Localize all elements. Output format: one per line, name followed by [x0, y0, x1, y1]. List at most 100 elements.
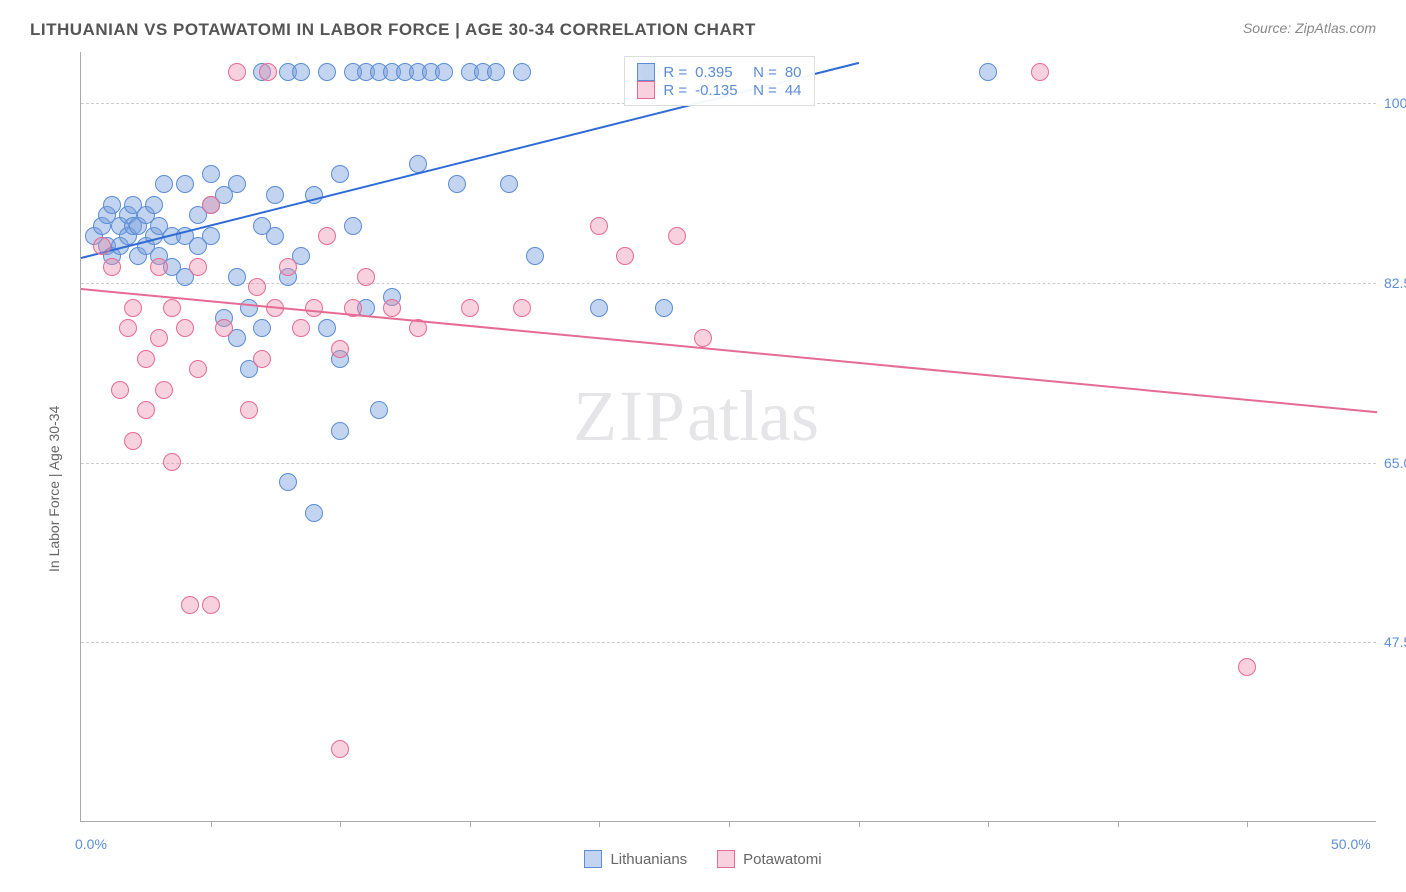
scatter-point	[137, 401, 155, 419]
scatter-point	[176, 319, 194, 337]
scatter-point	[176, 175, 194, 193]
scatter-point	[145, 196, 163, 214]
scatter-point	[331, 165, 349, 183]
scatter-point	[124, 299, 142, 317]
gridline	[81, 642, 1376, 643]
scatter-point	[370, 401, 388, 419]
scatter-point	[155, 381, 173, 399]
legend-n-label: N =	[753, 82, 777, 99]
scatter-point	[150, 258, 168, 276]
x-tick	[340, 821, 341, 827]
scatter-point	[305, 299, 323, 317]
x-max-label: 50.0%	[1331, 836, 1371, 852]
legend-swatch-icon	[637, 63, 655, 81]
scatter-point	[202, 196, 220, 214]
x-tick	[1118, 821, 1119, 827]
scatter-point	[103, 258, 121, 276]
scatter-point	[331, 340, 349, 358]
scatter-point	[383, 299, 401, 317]
scatter-point	[240, 299, 258, 317]
legend-item-potawatomi: Potawatomi	[717, 850, 821, 868]
scatter-point	[500, 175, 518, 193]
scatter-point	[253, 319, 271, 337]
scatter-point	[448, 175, 466, 193]
scatter-point	[253, 350, 271, 368]
series-legend: Lithuanians Potawatomi	[30, 850, 1376, 868]
scatter-point	[668, 227, 686, 245]
scatter-point	[215, 319, 233, 337]
x-tick	[211, 821, 212, 827]
scatter-point	[111, 381, 129, 399]
scatter-point	[513, 63, 531, 81]
legend-r-value: 0.395	[695, 64, 745, 81]
scatter-point	[163, 453, 181, 471]
correlation-legend-row: R =0.395N =80	[637, 63, 801, 81]
legend-r-value: -0.135	[695, 82, 745, 99]
scatter-point	[487, 63, 505, 81]
scatter-point	[344, 217, 362, 235]
scatter-point	[590, 217, 608, 235]
scatter-point	[189, 258, 207, 276]
legend-swatch-icon	[717, 850, 735, 868]
legend-n-label: N =	[753, 64, 777, 81]
watermark-atlas: atlas	[687, 376, 819, 456]
scatter-point	[279, 258, 297, 276]
trend-line	[81, 288, 1377, 413]
x-tick	[599, 821, 600, 827]
scatter-point	[240, 401, 258, 419]
scatter-point	[979, 63, 997, 81]
scatter-point	[266, 186, 284, 204]
scatter-point	[202, 227, 220, 245]
gridline	[81, 283, 1376, 284]
scatter-point	[189, 360, 207, 378]
chart-container: LITHUANIAN VS POTAWATOMI IN LABOR FORCE …	[0, 0, 1406, 892]
scatter-point	[318, 227, 336, 245]
scatter-point	[435, 63, 453, 81]
chart-wrap: In Labor Force | Age 30-34 ZIPatlas 100.…	[30, 52, 1376, 842]
scatter-point	[155, 175, 173, 193]
scatter-point	[655, 299, 673, 317]
scatter-point	[163, 299, 181, 317]
scatter-point	[513, 299, 531, 317]
scatter-point	[228, 63, 246, 81]
scatter-point	[119, 319, 137, 337]
scatter-point	[331, 422, 349, 440]
scatter-point	[590, 299, 608, 317]
correlation-legend-box: R =0.395N =80R =-0.135N =44	[624, 56, 814, 106]
scatter-point	[318, 63, 336, 81]
legend-label: Potawatomi	[743, 851, 821, 868]
scatter-point	[93, 237, 111, 255]
correlation-legend-row: R =-0.135N =44	[637, 81, 801, 99]
x-tick	[988, 821, 989, 827]
scatter-point	[357, 268, 375, 286]
scatter-point	[202, 165, 220, 183]
scatter-point	[616, 247, 634, 265]
scatter-point	[202, 596, 220, 614]
scatter-point	[228, 175, 246, 193]
scatter-point	[266, 227, 284, 245]
legend-r-label: R =	[663, 82, 687, 99]
legend-swatch-icon	[637, 81, 655, 99]
scatter-point	[694, 329, 712, 347]
scatter-point	[279, 473, 297, 491]
scatter-point	[305, 504, 323, 522]
scatter-point	[1031, 63, 1049, 81]
scatter-point	[259, 63, 277, 81]
scatter-point	[526, 247, 544, 265]
x-tick	[1247, 821, 1248, 827]
scatter-point	[1238, 658, 1256, 676]
chart-title: LITHUANIAN VS POTAWATOMI IN LABOR FORCE …	[30, 20, 1376, 40]
scatter-point	[181, 596, 199, 614]
legend-label: Lithuanians	[610, 851, 687, 868]
watermark-zip: ZIP	[573, 376, 687, 456]
scatter-point	[124, 432, 142, 450]
scatter-point	[292, 319, 310, 337]
legend-item-lithuanians: Lithuanians	[584, 850, 687, 868]
scatter-point	[150, 329, 168, 347]
legend-n-value: 80	[785, 64, 802, 81]
scatter-point	[461, 299, 479, 317]
scatter-point	[137, 350, 155, 368]
scatter-point	[331, 740, 349, 758]
scatter-point	[292, 63, 310, 81]
plot-area: ZIPatlas	[80, 52, 1376, 822]
